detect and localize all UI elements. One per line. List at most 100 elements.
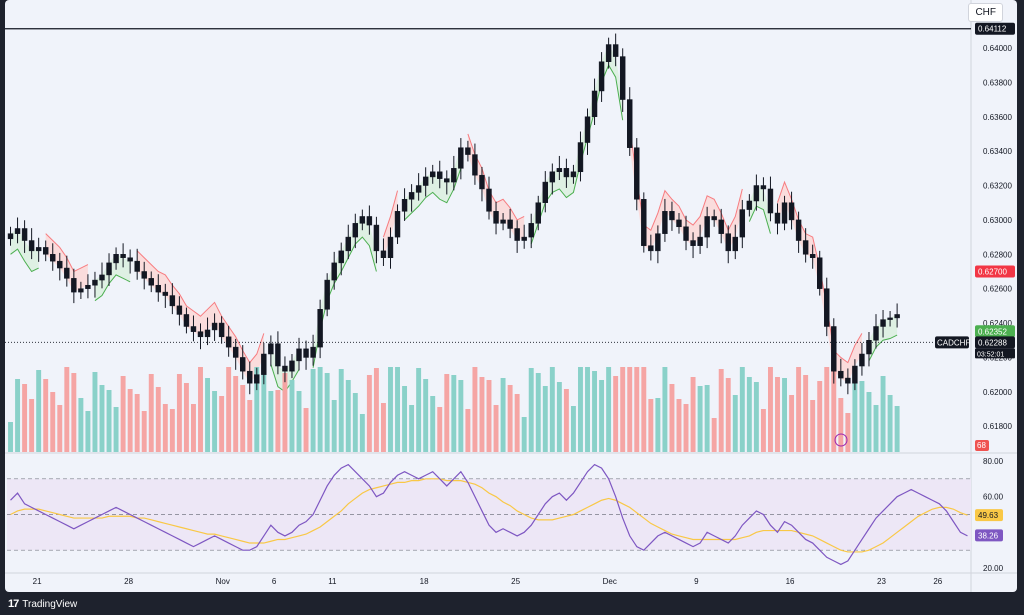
volume-bar [148,374,154,452]
candle-body [641,199,647,246]
rsi-line [10,463,968,566]
time-tick-label: 21 [33,577,42,586]
volume-bar [275,390,281,452]
chart-frame[interactable]: 0.64000 0.63800 0.63600 0.63400 0.63200 0.630… [5,0,1017,592]
volume-bar [493,405,499,452]
candle-body [134,260,140,272]
volume-bar [718,369,724,452]
volume-bar [627,367,633,452]
candle-body [120,254,126,258]
candle-body [240,357,246,372]
volume-bar [296,391,302,452]
candle-body [35,247,42,252]
volume-bar [711,418,717,452]
candle-body [78,288,84,293]
volume-bar [324,373,330,452]
volume-bar [430,396,436,452]
volume-bar [838,398,844,452]
volume-bar [212,391,218,452]
volume-bar [514,394,520,452]
candle-body [845,377,851,384]
candle-body [535,202,541,224]
volume-bar [169,409,175,452]
price-tick-label: 0.62000 [983,388,1012,397]
candlestick-chart[interactable]: 0.64000 0.63800 0.63600 0.63400 0.63200 0.630… [5,0,1017,592]
volume-bar [789,395,795,452]
trend-band-line [868,334,898,362]
volume-bar [352,393,358,452]
candle-body [718,219,724,234]
candle-body [324,279,330,310]
candle-body [296,348,302,362]
volume-bar [176,374,182,452]
volume-bar [92,372,98,452]
last-price: 0.62288 [978,338,1007,347]
candle-body [197,331,204,338]
candle-body [507,219,513,229]
lightning-icon [834,433,848,447]
volume-bar [380,403,386,452]
volume-bar [887,395,893,452]
volume-bar [416,368,422,452]
trend-band-line [748,205,771,234]
candle-body [732,236,738,252]
candle-body [261,353,267,375]
candle-body [683,226,689,241]
candle-body [254,374,260,384]
volume-bar [191,404,196,452]
candle-body [373,224,380,252]
volume-bar [634,367,640,452]
candle-body [218,322,225,338]
candle-body [380,250,387,258]
tradingview-logo-icon: 17 [8,598,19,610]
candle-body [648,245,654,252]
candle-body [268,343,274,355]
candle-body [71,278,77,293]
candle-body [817,257,823,289]
volume-bar [8,422,13,452]
volume-bar [866,392,872,452]
candle-body [556,168,563,173]
price-tick-label: 0.61800 [983,422,1012,431]
rsi-tick-label: 80.00 [983,457,1004,466]
volume-bar [409,405,415,452]
volume-bar [451,375,457,452]
rsi-value: 38.26 [978,531,999,540]
volume-bar [704,385,710,452]
resistance-price-tag [975,22,1015,35]
price-tick-label: 0.63600 [983,113,1012,122]
rsi-tick-label: 60.00 [983,493,1004,502]
candle-body [880,319,886,327]
trend-band-fill [629,127,743,251]
volume-bar [599,380,605,452]
candle-body [64,267,70,279]
trend-band-fill [137,250,264,384]
volume-bar [880,376,886,452]
brand[interactable]: 17 TradingView [8,598,77,610]
time-tick-label: 11 [328,577,337,586]
volume-bar [388,367,393,452]
candle-body [570,171,577,178]
rsi-band-fill [7,478,971,551]
candle-body [711,216,717,221]
price-tick-label: 0.63200 [983,182,1012,191]
upper-band-price-tag [975,265,1015,278]
candle-body [563,168,570,178]
candle-body [514,228,520,241]
last-price-tag [975,336,1015,349]
price-tick-label: 0.63800 [983,78,1012,87]
candle-body [211,322,218,331]
candle-body [282,365,288,372]
volume-bar [507,385,513,452]
volume-bar [78,398,84,452]
candle-body [317,309,323,348]
candle-body [331,262,337,281]
volume-bar [732,395,738,452]
volume-bar [395,367,400,452]
volume-bar [15,379,21,452]
candle-body [873,326,879,341]
volume-bar [134,394,140,452]
volume-bar [317,367,323,452]
candle-body [106,262,112,276]
volume-bar [620,367,626,452]
